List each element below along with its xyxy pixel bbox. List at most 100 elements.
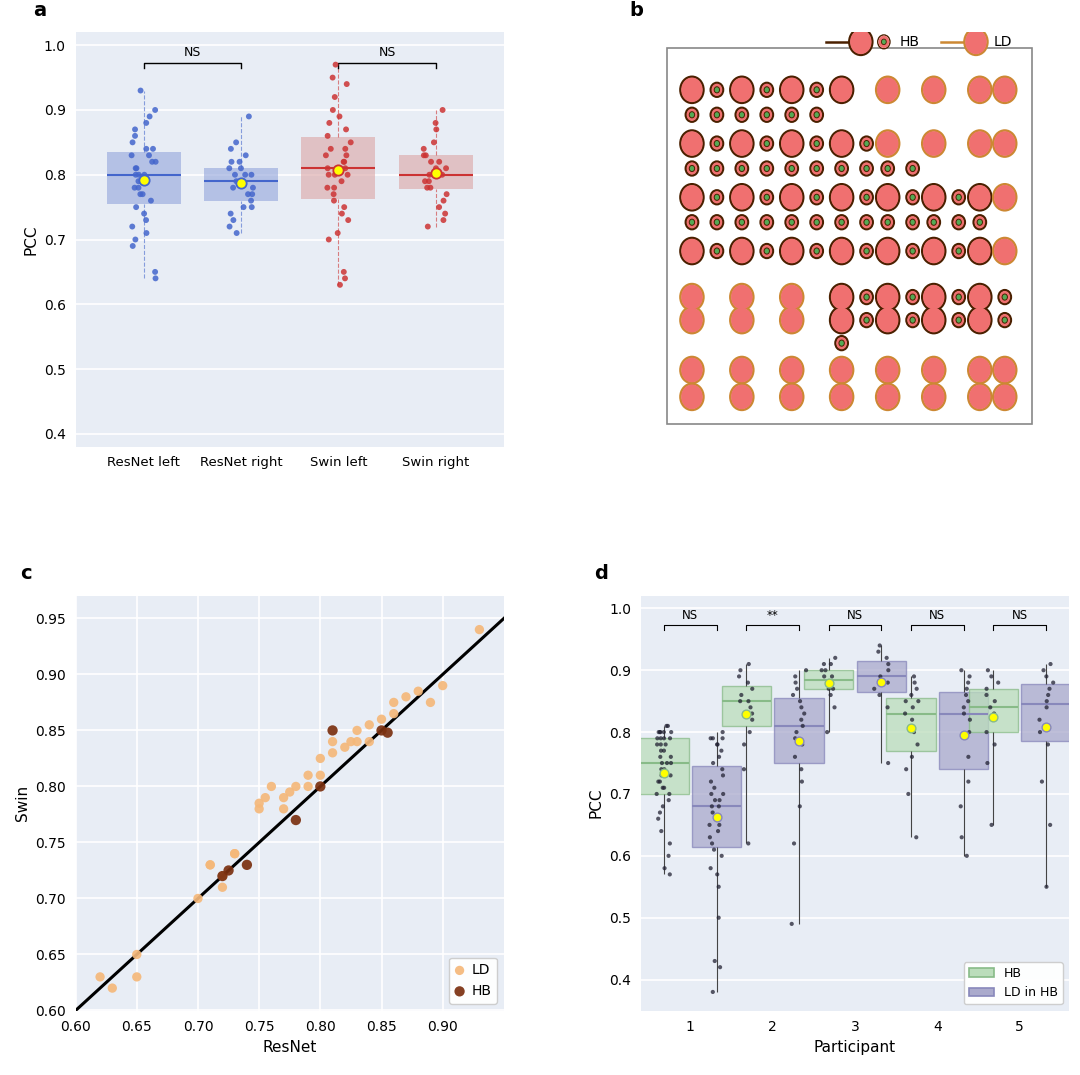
Text: NS: NS: [683, 608, 699, 622]
Ellipse shape: [922, 76, 945, 103]
Ellipse shape: [781, 77, 802, 102]
Point: [983, 668, 1000, 685]
Point: [880, 661, 897, 678]
Ellipse shape: [885, 219, 890, 226]
Ellipse shape: [861, 245, 872, 257]
LD: [281, 784, 298, 801]
Point: [651, 804, 669, 821]
Ellipse shape: [836, 162, 847, 174]
Point: [896, 705, 914, 722]
Ellipse shape: [850, 30, 872, 54]
Point: [147, 153, 164, 170]
Point: [661, 835, 678, 852]
Point: [147, 270, 164, 287]
Point: [232, 174, 249, 191]
Ellipse shape: [811, 161, 823, 175]
Point: [706, 952, 724, 970]
Point: [662, 766, 679, 784]
Ellipse shape: [929, 216, 940, 228]
Ellipse shape: [831, 77, 852, 102]
Ellipse shape: [954, 191, 964, 203]
Ellipse shape: [907, 162, 918, 174]
Point: [708, 865, 726, 883]
Point: [897, 761, 915, 778]
Ellipse shape: [831, 358, 852, 383]
Point: [652, 730, 670, 747]
Ellipse shape: [861, 313, 873, 327]
Text: LD: LD: [994, 34, 1012, 48]
Point: [244, 186, 261, 203]
Point: [714, 766, 731, 784]
Ellipse shape: [922, 130, 945, 157]
Point: [878, 649, 895, 666]
HB: [312, 778, 329, 796]
Point: [337, 120, 354, 138]
Ellipse shape: [811, 245, 822, 257]
Ellipse shape: [731, 307, 753, 332]
Ellipse shape: [994, 358, 1015, 383]
Point: [955, 727, 972, 744]
Point: [983, 816, 1000, 833]
Point: [336, 153, 353, 170]
Ellipse shape: [780, 184, 804, 211]
Ellipse shape: [839, 219, 845, 226]
Point: [653, 755, 671, 772]
Ellipse shape: [831, 76, 853, 103]
Point: [904, 699, 921, 716]
HB: [379, 725, 396, 742]
Point: [905, 723, 922, 741]
Ellipse shape: [969, 77, 990, 102]
Ellipse shape: [681, 239, 703, 263]
Ellipse shape: [922, 184, 945, 211]
Point: [133, 173, 150, 190]
Ellipse shape: [781, 358, 802, 383]
LD: [349, 733, 366, 750]
LD: [275, 789, 293, 806]
Point: [660, 791, 677, 808]
Ellipse shape: [923, 77, 945, 102]
Ellipse shape: [831, 357, 853, 383]
Ellipse shape: [910, 317, 916, 324]
Ellipse shape: [760, 83, 773, 97]
Point: [649, 811, 666, 828]
Point: [787, 674, 805, 691]
Point: [705, 779, 723, 797]
Ellipse shape: [881, 161, 894, 175]
Point: [656, 779, 673, 797]
Ellipse shape: [789, 166, 795, 172]
Ellipse shape: [781, 131, 802, 156]
Ellipse shape: [735, 161, 748, 175]
Point: [704, 984, 721, 1001]
Ellipse shape: [814, 112, 820, 118]
Ellipse shape: [831, 238, 853, 264]
Point: [872, 668, 889, 685]
Ellipse shape: [974, 216, 985, 228]
Point: [960, 723, 977, 741]
Bar: [969, 689, 1018, 732]
Point: [961, 712, 978, 729]
LD: [422, 693, 440, 711]
Point: [1042, 656, 1059, 673]
Ellipse shape: [761, 162, 772, 174]
Ellipse shape: [785, 161, 798, 175]
Ellipse shape: [910, 293, 916, 300]
Ellipse shape: [730, 76, 754, 103]
LD: [336, 739, 353, 756]
Ellipse shape: [836, 336, 848, 350]
Point: [1035, 661, 1052, 678]
Point: [656, 742, 673, 759]
Point: [794, 736, 811, 754]
Point: [650, 773, 667, 790]
Ellipse shape: [731, 385, 753, 410]
Ellipse shape: [876, 130, 900, 157]
Ellipse shape: [923, 239, 945, 263]
Ellipse shape: [781, 185, 802, 210]
Point: [794, 717, 811, 734]
Ellipse shape: [831, 239, 852, 263]
Point: [240, 108, 257, 125]
Point: [243, 167, 260, 184]
Point: [318, 146, 335, 163]
Point: [1034, 773, 1051, 790]
Ellipse shape: [730, 307, 754, 333]
Point: [785, 835, 802, 852]
